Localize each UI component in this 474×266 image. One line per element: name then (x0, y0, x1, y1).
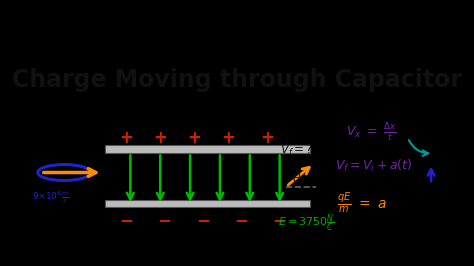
Bar (105, 200, 310, 207)
Text: Charge Moving through Capacitor: Charge Moving through Capacitor (12, 68, 462, 92)
Text: +: + (260, 129, 274, 147)
Text: $\frac{qE}{m}\ =\ a$: $\frac{qE}{m}\ =\ a$ (337, 191, 387, 216)
Text: $V_f = V_i + a(t)$: $V_f = V_i + a(t)$ (335, 158, 412, 174)
Text: $9{\times}10^6\frac{m}{s}$: $9{\times}10^6\frac{m}{s}$ (32, 189, 69, 205)
Text: −: − (234, 211, 248, 229)
Text: $V_x\ =\ \frac{\Delta x}{t}$: $V_x\ =\ \frac{\Delta x}{t}$ (346, 122, 397, 143)
Text: +: + (187, 129, 201, 147)
Text: $\theta$: $\theta$ (292, 171, 301, 185)
Text: −: − (196, 211, 210, 229)
Text: −: − (157, 211, 172, 229)
Text: $E=3750\frac{N}{C}$: $E=3750\frac{N}{C}$ (277, 212, 334, 234)
Bar (105, 146, 310, 153)
Text: −: − (119, 211, 133, 229)
Text: −: − (273, 211, 287, 229)
Text: +: + (153, 129, 167, 147)
Text: −: − (57, 164, 72, 181)
Text: +: + (119, 129, 133, 147)
Text: $V_f=?$: $V_f=?$ (280, 143, 313, 158)
Text: +: + (221, 129, 236, 147)
